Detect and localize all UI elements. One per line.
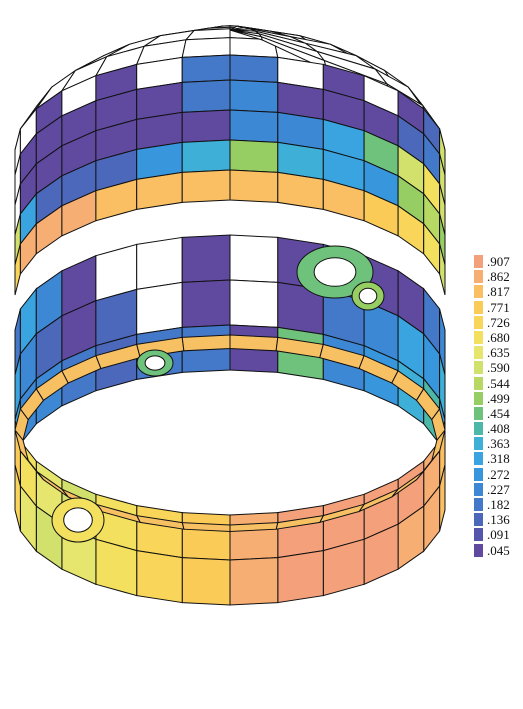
legend-swatch [474, 452, 483, 466]
front-wall-cell [181, 557, 231, 606]
hole-opening [144, 355, 166, 371]
legend-item: .499 [474, 391, 520, 406]
front-wall-cell [277, 505, 324, 559]
back-wall-cell [181, 109, 231, 143]
legend-swatch [474, 255, 483, 268]
legend-label: .590 [487, 360, 510, 376]
legend-label: .091 [487, 527, 510, 543]
legend-item: .726 [474, 315, 520, 330]
ring-band-cell [229, 169, 279, 203]
inner-wall-cell [181, 279, 231, 328]
legend-label: .408 [487, 421, 510, 437]
legend-swatch [474, 406, 483, 420]
legend-item: .227 [474, 482, 520, 497]
legend-swatch [474, 391, 483, 405]
inner-wall-cell [181, 234, 231, 283]
legend-label: .726 [487, 314, 510, 330]
legend-swatch [474, 437, 483, 451]
legend-item: .318 [474, 451, 520, 466]
legend-item: .182 [474, 497, 520, 512]
back-wall-cell [229, 54, 279, 83]
legend-item: .272 [474, 467, 520, 482]
legend-swatch [474, 361, 483, 375]
color-legend: .907.862.817.771.726.680.635.590.544.499… [474, 254, 520, 558]
legend-swatch [474, 300, 483, 314]
legend-label: .227 [487, 481, 510, 497]
legend-item: .862 [474, 269, 520, 284]
legend-item: .454 [474, 406, 520, 421]
inner-wall-cell [229, 234, 279, 283]
dome-cell [181, 37, 231, 58]
legend-label: .635 [487, 345, 510, 361]
front-wall-cell [277, 550, 324, 604]
shell-mesh [14, 25, 446, 606]
hole-opening [63, 507, 93, 533]
legend-item: .544 [474, 376, 520, 391]
back-wall-cell [229, 139, 279, 173]
inner-wall-cell [229, 279, 279, 328]
legend-swatch [474, 498, 483, 511]
legend-item: .817 [474, 284, 520, 299]
legend-item: .680 [474, 330, 520, 345]
legend-swatch [474, 422, 483, 436]
legend-label: .771 [487, 299, 510, 315]
legend-swatch [474, 315, 483, 329]
ring-edge-cell [229, 334, 279, 352]
legend-label: .817 [487, 284, 510, 300]
legend-swatch [474, 330, 483, 344]
legend-label: .363 [487, 436, 510, 452]
legend-label: .272 [487, 466, 510, 482]
legend-label: .045 [487, 542, 510, 558]
legend-swatch [474, 543, 483, 557]
legend-swatch [474, 376, 483, 390]
legend-label: .318 [487, 451, 510, 467]
legend-label: .680 [487, 329, 510, 345]
legend-label: .136 [487, 512, 510, 528]
legend-swatch [474, 482, 483, 496]
front-wall-cell [229, 557, 279, 606]
legend-label: .907 [487, 254, 510, 269]
legend-item: .408 [474, 421, 520, 436]
legend-swatch [474, 467, 483, 481]
legend-item: .590 [474, 360, 520, 375]
ring-band-cell [181, 169, 231, 203]
inner-wall-cell [136, 236, 183, 290]
back-wall-cell [181, 54, 231, 83]
legend-item: .091 [474, 527, 520, 542]
hole-opening [358, 287, 378, 305]
front-wall-cell [14, 464, 21, 532]
front-wall-cell [181, 512, 231, 561]
legend-label: .454 [487, 405, 510, 421]
back-wall-cell [181, 79, 231, 113]
inner-wall-cell [136, 281, 183, 335]
front-wall-cell [229, 512, 279, 561]
legend-label: .499 [487, 390, 510, 406]
ring-band-cell [439, 243, 446, 296]
legend-swatch [474, 346, 483, 360]
ring-edge-cell [181, 334, 231, 352]
legend-swatch [474, 513, 483, 527]
legend-item: .771 [474, 300, 520, 315]
front-wall-cell [136, 550, 183, 604]
legend-item: .907 [474, 254, 520, 269]
legend-item: .136 [474, 512, 520, 527]
back-wall-cell [229, 109, 279, 143]
ring-band-cell [136, 171, 183, 210]
front-wall-cell [136, 505, 183, 559]
legend-swatch [474, 528, 483, 542]
back-wall-cell [181, 139, 231, 173]
legend-label: .862 [487, 269, 510, 285]
hole-opening [313, 257, 357, 287]
legend-label: .182 [487, 497, 510, 512]
legend-label: .544 [487, 375, 510, 391]
legend-item: .635 [474, 345, 520, 360]
ring-edge-cell [431, 407, 446, 442]
legend-item: .045 [474, 543, 520, 558]
legend-item: .363 [474, 436, 520, 451]
legend-swatch [474, 270, 483, 284]
legend-swatch [474, 285, 483, 299]
ring-band-cell [277, 171, 324, 210]
back-wall-cell [229, 79, 279, 113]
